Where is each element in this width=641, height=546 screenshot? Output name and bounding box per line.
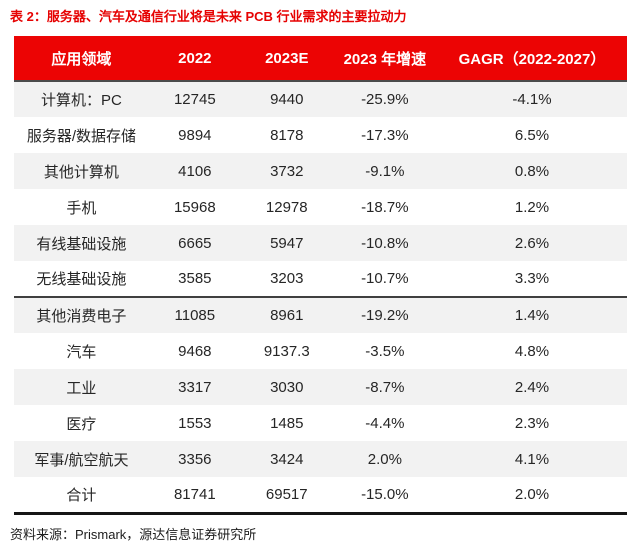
value-cell: 2.3% [514,414,550,432]
column-header: 应用领域 [14,36,149,82]
category-cell: 有线基础设施 [36,235,127,253]
value-cell: -25.9% [361,91,409,108]
value-cell: 6665 [178,234,212,252]
value-cell: -8.7% [365,378,405,396]
value-cell: 4.1% [514,450,550,468]
value-cell: 81741 [148,477,241,515]
table-body: 计算机：PC 12745 9440 -25.9% -4.1% 服务器/数据存储 9894 81… [14,81,627,515]
value-cell: 0.8% [514,162,550,180]
category-cell: 合计 [14,477,149,515]
value-cell: 1553 [178,414,212,432]
value-cell: -18.7% [361,198,409,216]
value-cell: -10.8% [361,234,409,252]
category-cell: 计算机：PC [41,92,122,109]
column-header: GAGR（2022-2027） [436,36,627,82]
value-cell: -3.5% [365,342,405,360]
value-cell: 2.0% [436,477,627,515]
table-header: 应用领域 2022 2023E 2023 年增速 GAGR（2022-2027） [14,36,627,82]
value-cell: -10.7% [361,270,409,287]
table-row: 有线基础设施 6665 5947 -10.8% 2.6% [14,225,627,261]
value-cell: 9894 [178,126,212,144]
table-row: 计算机：PC 12745 9440 -25.9% -4.1% [14,81,627,117]
value-cell: 4106 [178,162,212,180]
category-cell: 其他消费电子 [14,296,149,333]
value-cell: -4.1% [512,91,552,108]
table-row: 其他计算机 4106 3732 -9.1% 0.8% [14,153,627,189]
value-cell: 6.5% [514,126,550,144]
value-cell: 2.0% [367,450,402,468]
value-cell: 3317 [178,378,212,396]
value-cell: 3732 [270,162,304,180]
table-row: 工业 3317 3030 -8.7% 2.4% [14,369,627,405]
column-header: 2023E [240,36,333,82]
value-cell: 2.4% [514,378,550,396]
value-cell: 5947 [270,234,304,252]
table-row: 医疗 1553 1485 -4.4% 2.3% [14,405,627,441]
table-row: 军事/航空航天 3356 3424 2.0% 4.1% [14,441,627,477]
value-cell: 4.8% [514,342,550,360]
value-cell: -9.1% [365,162,405,180]
table-row: 其他消费电子 11085 8961 -19.2% 1.4% [14,296,627,333]
category-cell: 工业 [66,379,97,397]
column-header: 2023 年增速 [332,36,437,82]
category-cell: 汽车 [66,343,97,361]
category-cell: 无线基础设施 [36,271,127,288]
value-cell: 8178 [270,126,304,144]
table-row-total: 合计 81741 69517 -15.0% 2.0% [14,477,627,515]
value-cell: 3585 [178,270,212,287]
value-cell: 12745 [173,91,216,108]
value-cell: 3.3% [514,270,550,287]
pcb-demand-table: 应用领域 2022 2023E 2023 年增速 GAGR（2022-2027） 计算机… [14,36,627,515]
value-cell: -4.4% [365,414,405,432]
value-cell: 1.2% [514,198,550,216]
category-cell: 服务器/数据存储 [26,127,137,145]
source-note: 资料来源：Prismark，源达信息证券研究所 [10,526,257,542]
value-cell: 12978 [265,198,308,216]
table-row: 汽车 9468 9137.3 -3.5% 4.8% [14,333,627,369]
table-row: 无线基础设施 3585 3203 -10.7% 3.3% [14,261,627,297]
value-cell: 9440 [270,91,304,108]
table-container: 应用领域 2022 2023E 2023 年增速 GAGR（2022-2027） 计算机… [14,36,627,515]
column-header: 2022 [148,36,241,82]
value-cell: 9137.3 [263,342,310,360]
value-cell: 8961 [240,296,333,333]
value-cell: 1.4% [436,296,627,333]
table-row: 服务器/数据存储 9894 8178 -17.3% 6.5% [14,117,627,153]
value-cell: 15968 [173,198,216,216]
value-cell: 3424 [270,450,304,468]
table-header-row: 应用领域 2022 2023E 2023 年增速 GAGR（2022-2027） [14,36,627,82]
value-cell: -19.2% [332,296,437,333]
value-cell: 3356 [178,450,212,468]
table-row: 手机 15968 12978 -18.7% 1.2% [14,189,627,225]
value-cell: -15.0% [332,477,437,515]
category-cell: 手机 [66,199,97,217]
value-cell: 3030 [270,378,304,396]
category-cell: 军事/航空航天 [34,451,129,469]
category-cell: 医疗 [66,415,97,433]
value-cell: 11085 [148,296,241,333]
value-cell: 9468 [178,342,212,360]
value-cell: 69517 [240,477,333,515]
category-cell: 其他计算机 [43,163,119,181]
table-title: 表 2：服务器、汽车及通信行业将是未来 PCB 行业需求的主要拉动力 [10,9,407,24]
value-cell: 3203 [270,270,304,287]
value-cell: -17.3% [361,126,409,144]
value-cell: 2.6% [514,234,550,252]
value-cell: 1485 [270,414,304,432]
